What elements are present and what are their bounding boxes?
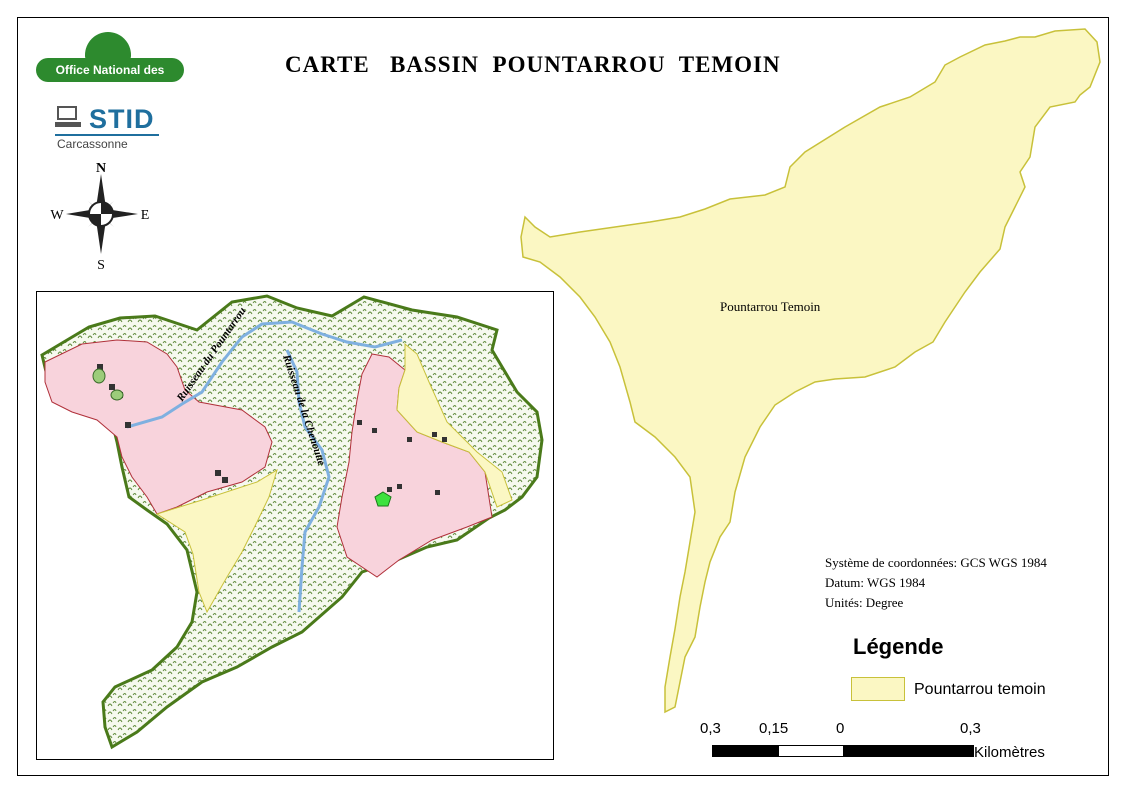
reference-point-icon — [374, 491, 392, 507]
onf-logo-emblem — [85, 32, 131, 62]
scale-label-left: 0,3 — [700, 720, 721, 737]
legend-swatch — [851, 677, 905, 701]
basin-pountarrou-temoin — [520, 28, 1101, 714]
scale-segment-3 — [844, 745, 974, 757]
legend-item-label: Pountarrou temoin — [914, 681, 1046, 698]
legend-title: Légende — [853, 634, 944, 659]
map-frame — [17, 17, 1109, 776]
stid-subtitle: Carcassonne — [57, 137, 128, 151]
north-arrow-compass: N S E W — [50, 161, 150, 272]
onf-logo-text: Office National des Forêts — [36, 58, 184, 101]
coordinate-info: Système de coordonnées: GCS WGS 1984 Dat… — [825, 553, 1047, 613]
basin-outline-inset — [396, 342, 513, 508]
stid-logo-text: STID — [89, 104, 155, 134]
inset-map-canvas: Ruisseau du Pountarrou Ruisseau de la Ch… — [40, 294, 544, 750]
coordinate-datum: Datum: WGS 1984 — [825, 575, 926, 590]
basin-outline-inset-south — [155, 468, 278, 614]
stream-chenoutte — [285, 349, 331, 613]
coordinate-system: Système de coordonnées: GCS WGS 1984 — [825, 555, 1047, 570]
computer-icon — [55, 106, 81, 127]
compass-rose-icon — [66, 174, 138, 254]
scale-unit: Kilomètres — [974, 744, 1045, 761]
inset-map: Ruisseau du Pountarrou Ruisseau de la Ch… — [36, 291, 554, 760]
scale-label-zero: 0 — [836, 720, 845, 737]
map-title: CARTE BASSIN POUNTARROU TEMOIN — [285, 52, 781, 77]
main-map — [520, 28, 1101, 714]
scale-segment-2 — [778, 745, 844, 757]
compass-north-label: N — [96, 161, 106, 176]
compass-south-label: S — [97, 258, 105, 272]
compass-west-label: W — [50, 208, 64, 223]
stid-logo: STID Carcassonne — [55, 104, 175, 152]
basin-label: Pountarrou Temoin — [720, 299, 821, 314]
compass-east-label: E — [141, 208, 150, 223]
station-markers — [97, 364, 447, 495]
coordinate-units: Unités: Degree — [825, 595, 904, 610]
scale-segment-1 — [712, 745, 778, 757]
vegetation-markers — [92, 368, 124, 401]
onf-logo: Office National des Forêts — [36, 32, 184, 101]
scale-bar: 0,3 0,15 0 0,3 Kilomètres — [690, 720, 1110, 765]
stid-divider — [55, 134, 159, 136]
scale-label-right: 0,3 — [960, 720, 981, 737]
scale-label-mid: 0,15 — [759, 720, 789, 737]
stream-pountarrou — [126, 320, 403, 429]
